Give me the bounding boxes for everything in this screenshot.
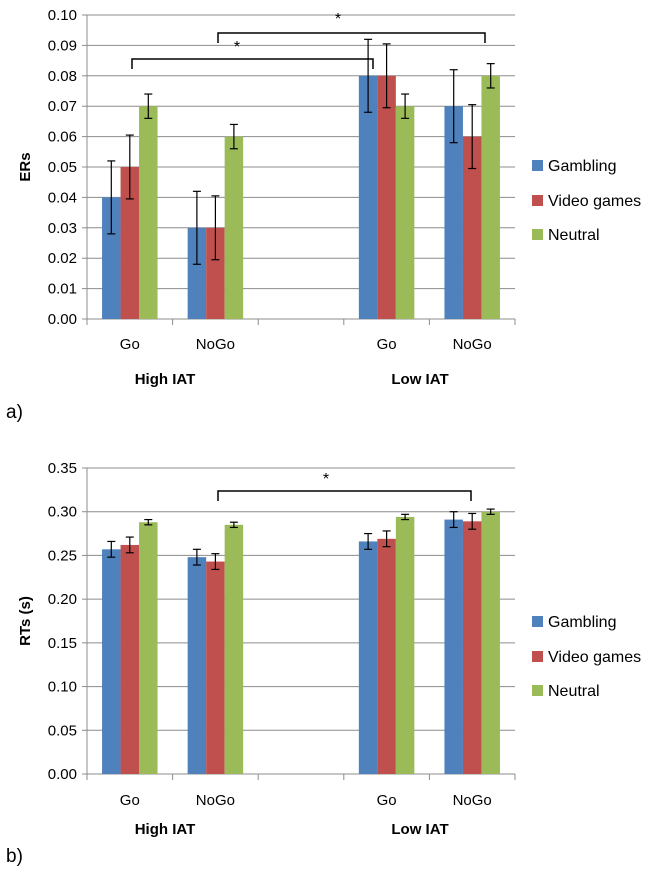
panel-b-ytick-label: 0.05 (48, 722, 77, 739)
panel-a-ytick-label: 0.09 (48, 37, 77, 54)
panel-a-ytick-label: 0.03 (48, 220, 77, 237)
panel-a-significance-star: * (335, 11, 341, 28)
panel-a-bar-video-games (377, 75, 396, 319)
panel-a-bar-video-games (206, 227, 225, 319)
panel-a-y-axis-label: ERs (17, 152, 34, 181)
panel-b-bar-gambling (358, 541, 378, 774)
panel-b-significance-bracket (217, 490, 472, 501)
panel-b-significance-star: * (323, 471, 329, 488)
panel-a-category-label: NoGo (196, 336, 235, 353)
panel-a-group-label: High IAT (135, 371, 196, 388)
panel-b-group-label: High IAT (135, 821, 196, 838)
panel-b-legend-swatch-video-games (532, 651, 543, 662)
panel-b-group-label: Low IAT (391, 821, 448, 838)
panel-a-significance-bracket (217, 32, 486, 43)
panel-a-ytick-label: 0.02 (48, 250, 77, 267)
panel-b-bar-neutral (395, 516, 415, 774)
panel-a-bar-gambling (444, 106, 463, 319)
panel-b-ytick-label: 0.25 (48, 547, 77, 564)
panel-b-legend-label-neutral: Neutral (548, 683, 600, 700)
panel-b-category-label: Go (120, 792, 140, 809)
panel-a-ytick-label: 0.05 (48, 159, 77, 176)
panel-a-bar-neutral (139, 106, 158, 319)
panel-b-bar-video-games (377, 538, 396, 774)
panel-a-category-label: NoGo (453, 336, 492, 353)
panel-a-category-label: Go (377, 336, 397, 353)
panel-b-ytick-label: 0.15 (48, 635, 77, 652)
panel-b-bar-neutral (139, 522, 158, 774)
panel-b-bar-gambling (187, 557, 207, 774)
panel-a-legend-label-neutral: Neutral (548, 227, 600, 244)
panel-b-bar-video-games (462, 521, 482, 774)
panel-a-bar-video-games (462, 136, 482, 319)
panel-a-ytick-label: 0.00 (48, 311, 77, 328)
panel-b-bar-neutral (481, 511, 500, 774)
panel-a-legend-swatch-neutral (532, 229, 543, 240)
panel-a-legend-swatch-video-games (532, 195, 543, 206)
panel-a-ytick-label: 0.07 (48, 98, 77, 115)
panel-a-ytick-label: 0.04 (48, 189, 77, 206)
panel-b-bar-video-games (120, 544, 140, 774)
panel-a-legend-swatch-gambling (532, 160, 543, 171)
panel-b-ytick-label: 0.20 (48, 591, 77, 608)
panel-a-significance-bracket (131, 58, 374, 69)
panel-a-bar-gambling (102, 197, 121, 319)
panel-b-panel-label: b) (6, 846, 23, 867)
panel-a-ytick-label: 0.10 (48, 7, 77, 24)
panel-a-category-label: Go (120, 336, 140, 353)
panel-b-bar-gambling (102, 549, 121, 774)
panel-a-group-label: Low IAT (391, 371, 448, 388)
panel-a-bar-neutral (481, 75, 500, 319)
panel-a-ytick-label: 0.01 (48, 281, 77, 298)
panel-b-bar-neutral (224, 524, 244, 774)
panel-b-legend-swatch-gambling (532, 616, 543, 627)
panel-b-category-label: Go (377, 792, 397, 809)
panel-b-legend-label-video-games: Video games (548, 649, 641, 666)
panel-b-ytick-label: 0.00 (48, 766, 77, 783)
panel-a-bar-gambling (187, 227, 207, 319)
panel-b-legend-label-gambling: Gambling (548, 614, 616, 631)
panel-b-ytick-label: 0.10 (48, 679, 77, 696)
panel-a-significance-star: * (234, 39, 240, 56)
panel-b-bar-gambling (444, 519, 463, 774)
panel-a-panel-label: a) (6, 402, 23, 423)
panel-b-category-label: NoGo (453, 792, 492, 809)
panel-b-ytick-label: 0.35 (48, 460, 77, 477)
panel-a-bar-video-games (120, 167, 140, 319)
panel-a-bar-gambling (358, 75, 378, 319)
panel-b-category-label: NoGo (196, 792, 235, 809)
panel-a-bar-neutral (395, 106, 415, 319)
panel-a-legend-label-gambling: Gambling (548, 158, 616, 175)
panel-b-ytick-label: 0.30 (48, 504, 77, 521)
panel-a-ytick-label: 0.06 (48, 129, 77, 146)
panel-a-ytick-label: 0.08 (48, 68, 77, 85)
panel-a-bar-neutral (224, 136, 244, 319)
panel-b-bar-video-games (206, 561, 225, 774)
panel-b-y-axis-label: RTs (s) (17, 596, 34, 646)
panel-a-legend-label-video-games: Video games (548, 193, 641, 210)
panel-b-legend-swatch-neutral (532, 685, 543, 696)
